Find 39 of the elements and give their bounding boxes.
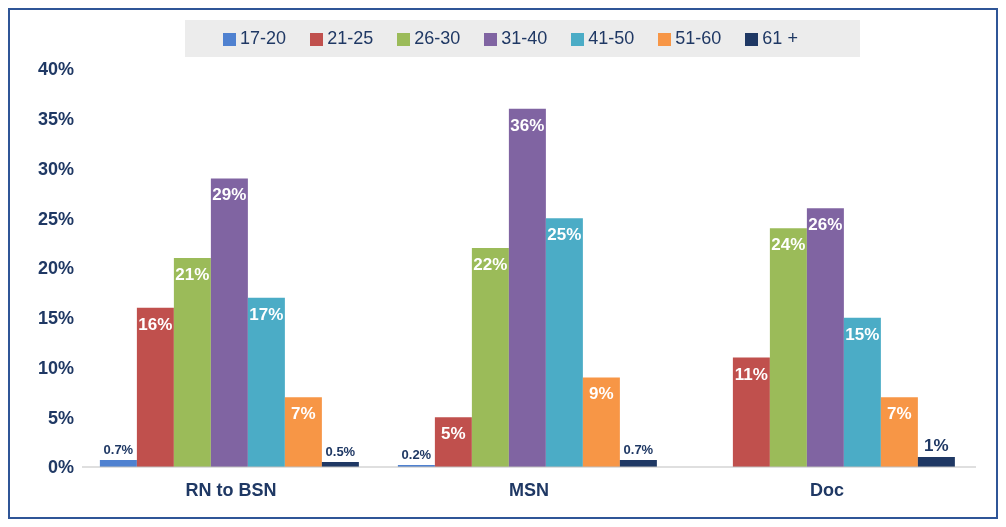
- y-tick-label: 40%: [37, 59, 74, 80]
- data-label: 21%: [175, 265, 210, 285]
- data-label: 7%: [887, 404, 912, 424]
- legend-label: 61 +: [762, 28, 798, 48]
- data-label: 16%: [138, 314, 173, 334]
- data-label: 7%: [291, 404, 316, 424]
- y-tick-label: 35%: [37, 109, 74, 130]
- data-label: 25%: [547, 225, 582, 245]
- data-label: 36%: [510, 115, 545, 135]
- data-label: 24%: [771, 235, 806, 255]
- y-tick-label: 30%: [37, 158, 74, 179]
- data-label: 26%: [808, 215, 843, 235]
- data-label: 0.2%: [401, 447, 432, 463]
- y-tick-label: 5%: [47, 407, 74, 428]
- y-tick-label: 0%: [47, 457, 74, 478]
- legend-label: 41-50: [588, 28, 635, 48]
- y-tick-label: 15%: [37, 308, 74, 329]
- x-tick-label: Doc: [809, 479, 845, 500]
- data-label: 9%: [589, 384, 614, 404]
- legend-label: 31-40: [501, 28, 548, 48]
- legend-label: 26-30: [414, 28, 461, 48]
- data-label: 22%: [473, 255, 508, 275]
- legend-label: 21-25: [327, 28, 374, 48]
- legend-label: 51-60: [675, 28, 722, 48]
- x-tick-label: RN to BSN: [185, 479, 277, 500]
- data-label: 0.7%: [623, 442, 654, 458]
- data-label: 11%: [734, 364, 768, 384]
- data-label: 15%: [845, 324, 880, 344]
- data-label: 5%: [441, 424, 466, 444]
- legend-label: 17-20: [240, 28, 287, 48]
- data-label: 1%: [924, 436, 949, 456]
- y-tick-label: 10%: [37, 357, 74, 378]
- data-label: 0.5%: [325, 444, 356, 460]
- data-label: 17%: [249, 304, 284, 324]
- x-tick-label: MSN: [509, 479, 549, 500]
- y-tick-label: 20%: [37, 258, 74, 279]
- data-label: 0.7%: [103, 442, 134, 458]
- y-tick-label: 25%: [37, 208, 74, 229]
- data-label: 29%: [212, 185, 247, 205]
